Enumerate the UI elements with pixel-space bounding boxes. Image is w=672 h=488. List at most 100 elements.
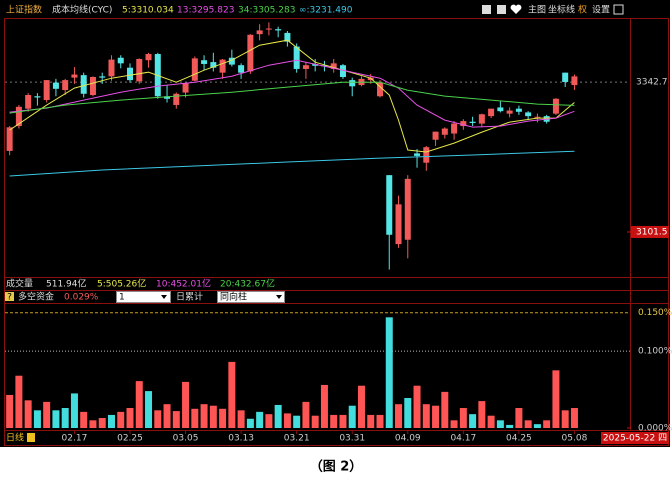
button[interactable]: 权 [578,4,587,16]
candle-body [15,106,22,127]
bar [15,375,23,428]
bar [89,420,97,428]
candle-body [284,32,291,42]
bar [107,414,115,428]
indicator-name: 成本均线(CYC) [52,4,112,16]
bar [61,408,69,428]
dropdown-arrow[interactable] [276,295,282,299]
symbol: 上证指数 [6,4,42,16]
candle-body [497,107,504,112]
caption: （图 2） [310,459,363,475]
bar [209,405,217,428]
candle-body [552,98,559,114]
param-value[interactable]: 1 [119,293,125,303]
candle-body [136,58,143,82]
zoom-out[interactable] [497,5,506,14]
bar [413,385,421,428]
style-select[interactable] [217,291,285,303]
candle-body [265,28,272,30]
bar [237,410,245,428]
period[interactable]: 日线 [6,432,24,444]
close[interactable] [613,4,624,15]
bar [274,404,282,428]
candle-body [145,54,152,61]
candle-body [43,80,50,100]
candle-body [99,76,106,78]
candle-body [571,76,578,86]
candle-body [89,77,96,96]
candle-body [330,63,337,69]
candle-body [349,80,356,87]
candle-body [451,123,458,134]
bar [52,410,60,428]
candle-body [228,57,235,65]
bar [172,411,180,428]
bar [182,381,190,428]
bar [219,408,227,428]
bar [6,394,14,428]
dropdown-arrow[interactable] [161,295,167,299]
ma-line [9,59,575,128]
period-icon[interactable] [27,433,35,442]
candle-body [52,82,59,89]
candle-body [377,82,383,97]
y-tick-label: 0.150% [638,308,672,318]
bar [478,401,486,428]
candle-body [117,57,124,64]
volume-ma: 20:432.67亿 [220,278,275,290]
candle-body [293,46,300,69]
button[interactable]: 坐标线 [548,4,575,16]
button[interactable]: 设置 [592,5,610,16]
candle-body [182,83,189,93]
candle-body [488,108,495,117]
current-date: 2025-05-22 四 [603,434,667,444]
bar [432,405,440,428]
candle-body [515,108,522,112]
y-tick-label: 3101.5 [636,227,668,237]
candle-body [34,96,41,98]
bar [33,410,41,428]
bar [200,404,208,428]
bar [496,420,504,428]
favorite[interactable] [510,4,522,14]
candle-body [210,62,217,68]
candle-body [441,128,448,135]
x-tick-label: 03.05 [173,434,199,444]
candle-body [404,178,411,240]
bar [422,404,430,428]
bar [163,404,171,428]
bar [515,408,523,428]
candle-body [525,112,532,117]
bar [376,414,384,428]
x-tick-label: 03.21 [284,434,310,444]
toolbar-icons[interactable] [482,4,624,15]
indicator-title: 多空资金 [18,291,54,303]
bar [459,408,467,428]
mode-label: 日累计 [176,291,203,303]
bar [543,420,551,428]
bar [348,405,356,428]
volume-ma: 5:505.26亿 [97,278,146,290]
help-icon[interactable] [5,292,14,301]
bar [154,410,162,428]
help-text[interactable]: ? [7,293,12,303]
bar [283,413,291,428]
candle-body [414,153,421,156]
bar [570,408,578,428]
ma-line [9,81,575,114]
candle-body [201,60,208,64]
candle-body [6,127,13,151]
y-tick-label: 0.100% [638,347,672,357]
bar [450,420,458,428]
zoom-in[interactable] [482,5,491,14]
candle-body [238,65,245,73]
candle-body [478,114,485,124]
bar [339,414,347,428]
date-box [601,432,669,444]
candle-body [80,75,87,94]
style-value[interactable]: 同向柱 [220,291,247,303]
candle-body [469,121,476,123]
bar [80,411,88,428]
param-select[interactable] [116,291,171,303]
button[interactable]: 主图 [528,4,546,16]
